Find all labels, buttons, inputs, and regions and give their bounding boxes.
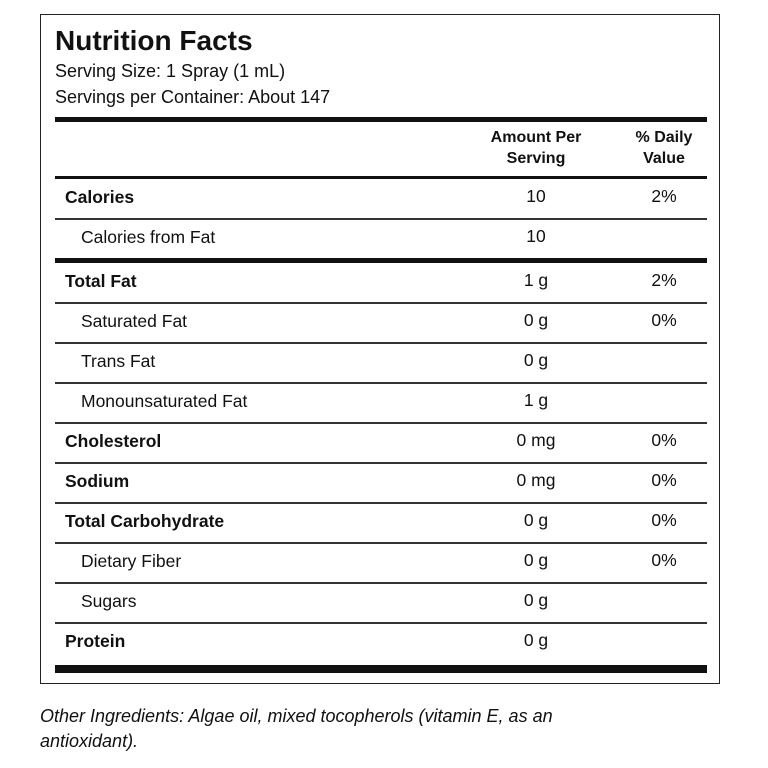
amount: 0 mg (516, 470, 556, 490)
nutrient-name: Total Fat (65, 271, 137, 291)
nutrient-name: Dietary Fiber (81, 551, 182, 571)
row-line (55, 622, 707, 624)
daily-value: 2% (651, 186, 677, 206)
nutrient-name: Trans Fat (81, 351, 156, 371)
divider (55, 117, 707, 122)
nutrient-name: Total Carbohydrate (65, 511, 225, 531)
amount: 0 g (523, 590, 549, 610)
row-line (55, 542, 707, 544)
nutrient-name: Sugars (81, 591, 137, 611)
nutrient-name: Calories (65, 187, 135, 207)
row-line (55, 422, 707, 424)
row-line (55, 502, 707, 504)
column-header: % Daily Value (635, 129, 693, 167)
title: Nutrition Facts (55, 25, 253, 56)
amount: 10 (526, 226, 546, 246)
amount: 0 g (523, 630, 549, 650)
row-line (55, 582, 707, 584)
amount: 0 g (523, 350, 549, 370)
row-line (55, 382, 707, 384)
daily-value: 0% (651, 310, 677, 330)
nutrient-name: Calories from Fat (81, 227, 216, 247)
row-line (55, 342, 707, 344)
amount: 1 g (523, 270, 549, 290)
footer-note: Other Ingredients: Algae oil, mixed toco… (40, 706, 553, 751)
daily-value: 2% (651, 270, 677, 290)
amount: 0 g (523, 510, 549, 530)
divider (55, 176, 707, 179)
row-line (55, 218, 707, 220)
divider (55, 665, 707, 673)
nutrient-name: Protein (65, 631, 126, 651)
nutrition-label: Nutrition Facts Serving Size: 1 Spray (1… (40, 14, 720, 684)
daily-value: 0% (651, 470, 677, 490)
column-header: Amount Per Serving (490, 129, 582, 167)
serving-size: Serving Size: 1 Spray (1 mL) (55, 61, 286, 81)
nutrient-name: Monounsaturated Fat (81, 391, 248, 411)
divider (55, 258, 707, 263)
amount: 1 g (523, 390, 549, 410)
nutrient-name: Sodium (65, 471, 130, 491)
amount: 0 mg (516, 430, 556, 450)
amount: 0 g (523, 550, 549, 570)
amount: 10 (526, 186, 546, 206)
amount: 0 g (523, 310, 549, 330)
daily-value: 0% (651, 510, 677, 530)
nutrient-name: Cholesterol (65, 431, 162, 451)
daily-value: 0% (651, 550, 677, 570)
daily-value: 0% (651, 430, 677, 450)
servings-per-container: Servings per Container: About 147 (55, 87, 331, 107)
nutrient-name: Saturated Fat (81, 311, 188, 331)
row-line (55, 302, 707, 304)
row-line (55, 462, 707, 464)
